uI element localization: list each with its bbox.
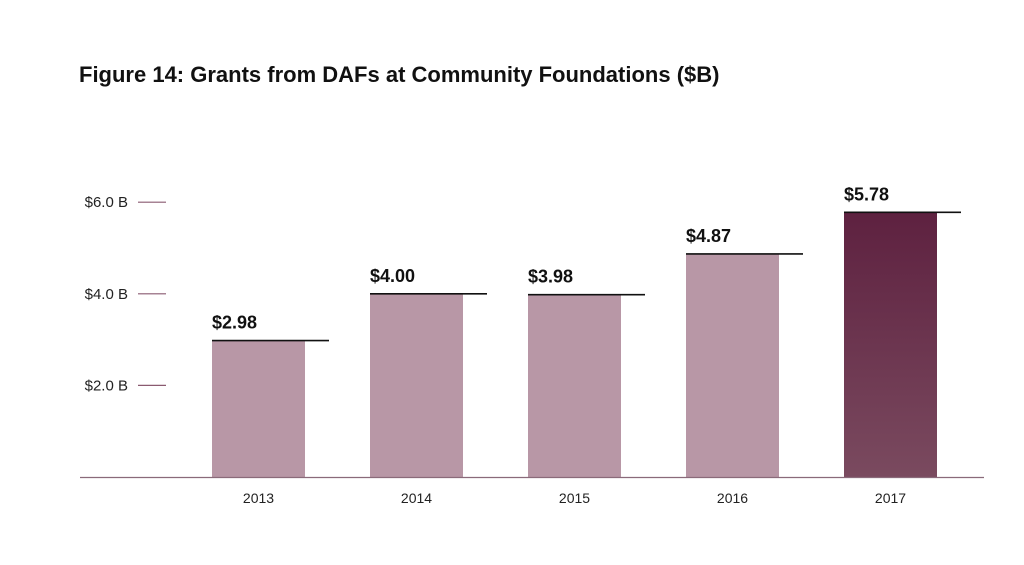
data-label-2014: $4.00 [370, 266, 415, 286]
bar-2013 [212, 340, 305, 477]
bar-2016 [686, 253, 779, 477]
x-tick-label: 2013 [243, 490, 274, 506]
data-label-2016: $4.87 [686, 226, 731, 246]
y-tick-label: $4.0 B [85, 286, 128, 303]
data-label-2015: $3.98 [528, 267, 573, 287]
bar-2014 [370, 293, 463, 477]
x-tick-label: 2015 [559, 490, 590, 506]
y-tick-label: $2.0 B [85, 377, 128, 394]
x-tick-label: 2014 [401, 490, 432, 506]
y-axis: $2.0 B $4.0 B $6.0 B [85, 194, 166, 394]
x-tick-label: 2016 [717, 490, 748, 506]
x-tick-label: 2017 [875, 490, 906, 506]
chart-title: Figure 14: Grants from DAFs at Community… [79, 62, 720, 87]
bar-2017 [844, 212, 937, 477]
data-label-2013: $2.98 [212, 313, 257, 333]
y-tick-label: $6.0 B [85, 194, 128, 211]
x-axis: 2013 2014 2015 2016 2017 [80, 476, 984, 506]
bars: $2.98 $4.00 $3.98 $4.87 $5.78 [212, 184, 961, 477]
data-label-2017: $5.78 [844, 184, 889, 204]
bar-2015 [528, 294, 621, 477]
